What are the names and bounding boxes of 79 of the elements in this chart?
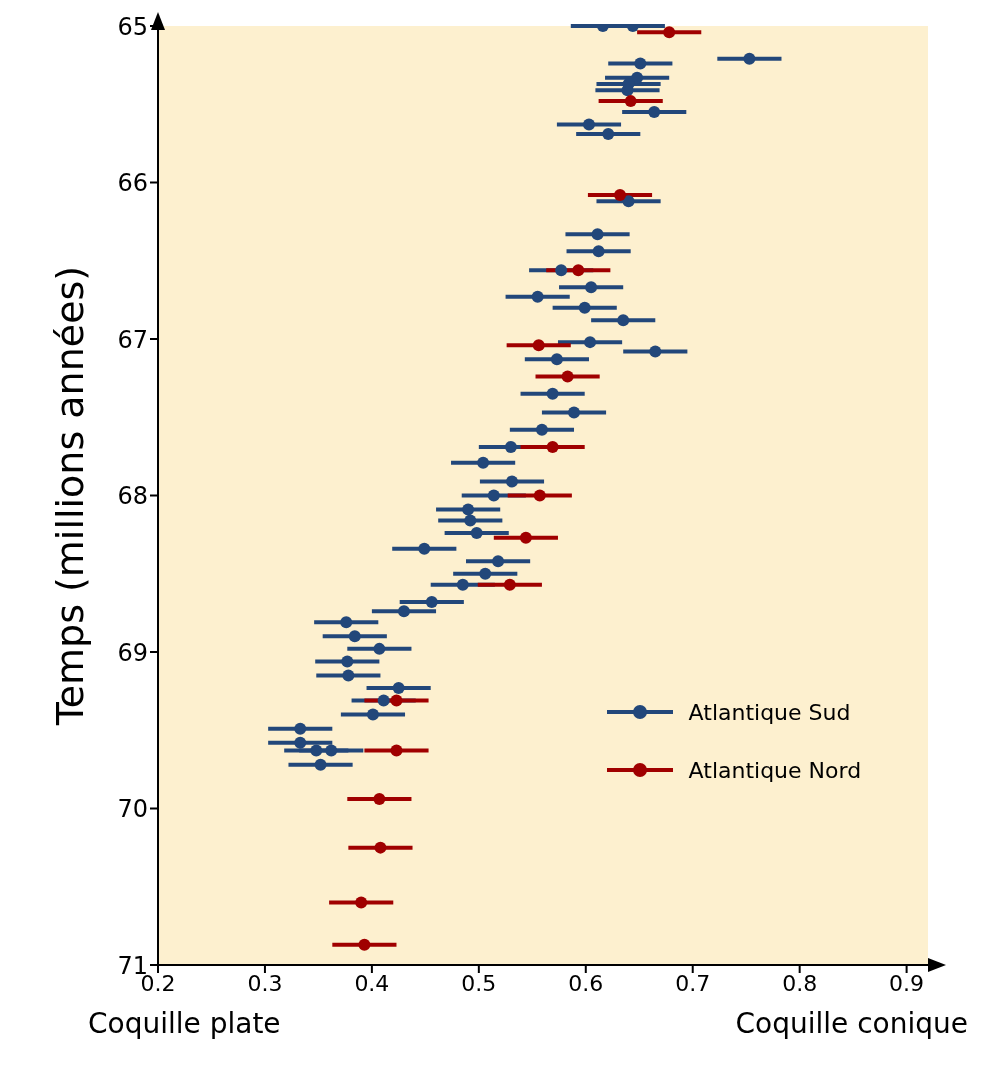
point (578, 301, 591, 314)
point (584, 336, 597, 349)
x-tick-label: 0.5 (461, 970, 497, 996)
point (505, 475, 518, 488)
point (622, 195, 635, 208)
point (591, 228, 604, 241)
point (585, 281, 598, 294)
point (519, 531, 532, 544)
point (648, 106, 661, 119)
legend-label: Atlantique Sud (688, 699, 851, 725)
point (397, 605, 410, 618)
point (624, 95, 637, 108)
x-tick-label: 0.8 (782, 970, 818, 996)
y-tick-label: 67 (117, 325, 148, 354)
point (390, 694, 403, 707)
point (340, 616, 353, 629)
point (504, 440, 517, 453)
y-tick-label: 69 (117, 638, 148, 667)
point (602, 127, 615, 140)
y-tick-label: 66 (117, 169, 148, 198)
point (743, 52, 756, 65)
x-axis-title: Coquille plate (88, 1007, 281, 1040)
x-tick-label: 0.6 (568, 970, 604, 996)
y-tick-label: 68 (117, 482, 148, 511)
point (582, 118, 595, 131)
point (462, 503, 475, 516)
x-tick-label: 0.4 (354, 970, 390, 996)
point (390, 744, 403, 757)
point (532, 339, 545, 352)
point (634, 57, 647, 70)
point (294, 736, 307, 749)
point (348, 630, 361, 643)
point (358, 938, 371, 951)
point (592, 245, 605, 258)
point (325, 744, 338, 757)
legend-label: Atlantique Nord (688, 757, 862, 783)
point (477, 456, 490, 469)
point (310, 744, 323, 757)
point (546, 440, 559, 453)
point (546, 387, 559, 400)
text: Coquille conique (735, 1007, 968, 1040)
point (572, 264, 585, 277)
point (464, 514, 477, 527)
x-tick-label: 0.7 (675, 970, 711, 996)
point (479, 567, 492, 580)
point (561, 370, 574, 383)
point (531, 290, 544, 303)
point (373, 793, 386, 806)
point (373, 642, 386, 655)
point (550, 353, 563, 366)
point (377, 694, 390, 707)
point (617, 314, 630, 327)
point (535, 423, 548, 436)
point (392, 682, 405, 694)
point (614, 189, 626, 202)
point (418, 542, 431, 555)
point (341, 655, 354, 668)
point (342, 669, 355, 682)
x-tick-label: 0.9 (889, 970, 925, 996)
y-tick-label: 65 (117, 12, 148, 41)
point (355, 896, 368, 909)
point (492, 555, 505, 568)
point (294, 722, 307, 735)
point (555, 264, 568, 277)
point (374, 841, 387, 854)
point (425, 595, 438, 608)
point (663, 26, 676, 39)
point (487, 489, 500, 502)
point (366, 708, 379, 721)
point (649, 345, 662, 358)
point (568, 406, 581, 419)
y-tick-label: 70 (117, 795, 148, 824)
point (533, 489, 546, 502)
y-axis-title: Temps (millions années) (48, 265, 93, 727)
point (314, 758, 327, 771)
x-tick-label: 0.3 (247, 970, 283, 996)
point (470, 527, 483, 540)
point (503, 578, 516, 591)
point (456, 578, 469, 591)
